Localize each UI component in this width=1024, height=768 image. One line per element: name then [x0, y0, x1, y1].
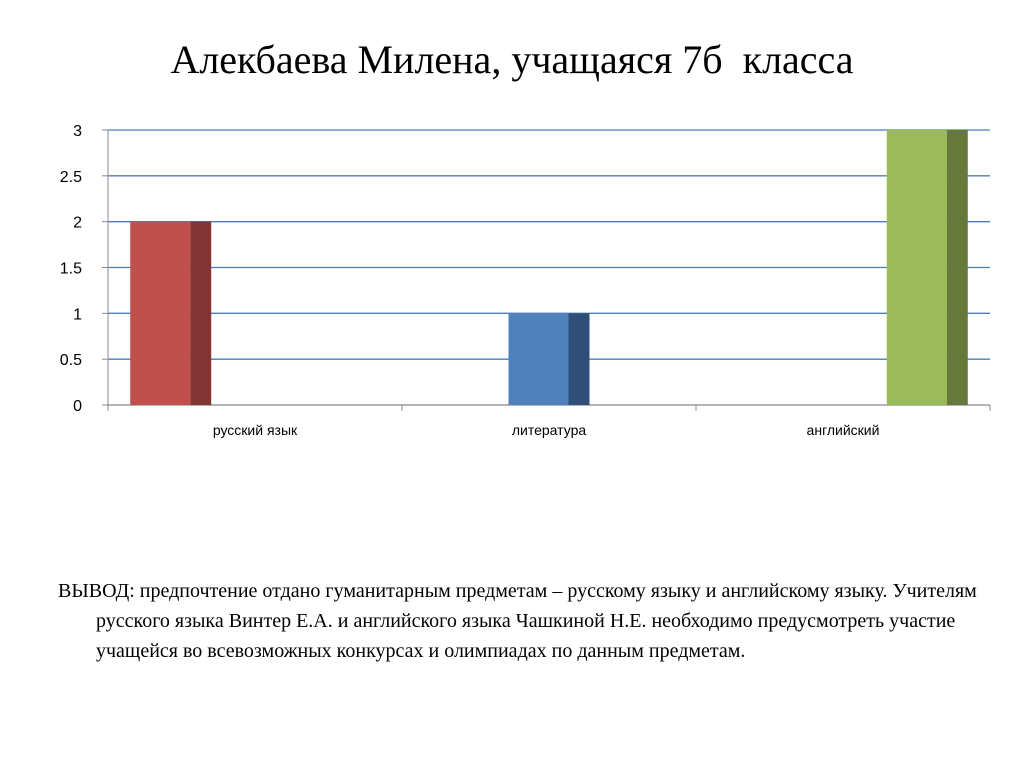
y-tick-label: 1.5 [60, 261, 82, 278]
conclusion-label: ВЫВОД: [58, 580, 135, 602]
x-category-label: английский [807, 422, 880, 438]
conclusion-body: предпочтение отдано гуманитарным предмет… [96, 580, 977, 662]
bar [508, 313, 569, 405]
y-tick-label: 2.5 [60, 169, 82, 186]
bars [130, 130, 968, 405]
bar-chart: 0 0.5 1 1.5 2 2.5 3 русский язык литература англи… [60, 123, 991, 438]
bar-side [190, 221, 212, 405]
y-tick-label: 3 [73, 123, 82, 140]
y-tick-label: 2 [73, 215, 82, 232]
axis-labels: 0 0.5 1 1.5 2 2.5 3 русский язык литература англи… [60, 123, 880, 438]
y-tick-label: 0.5 [60, 352, 82, 369]
x-category-label: русский язык [213, 422, 298, 438]
bar-side [568, 313, 590, 405]
y-tick-label: 0 [73, 398, 82, 415]
slide-title: Алекбаева Милена, учащаяся 7б класса [170, 37, 854, 82]
conclusion-text: ВЫВОД: предпочтение отдано гуманитарным … [58, 576, 1024, 666]
y-tick-label: 1 [73, 306, 82, 323]
x-category-label: литература [512, 422, 586, 438]
bar-side [946, 130, 968, 405]
bar [886, 130, 947, 405]
bar [130, 221, 191, 405]
